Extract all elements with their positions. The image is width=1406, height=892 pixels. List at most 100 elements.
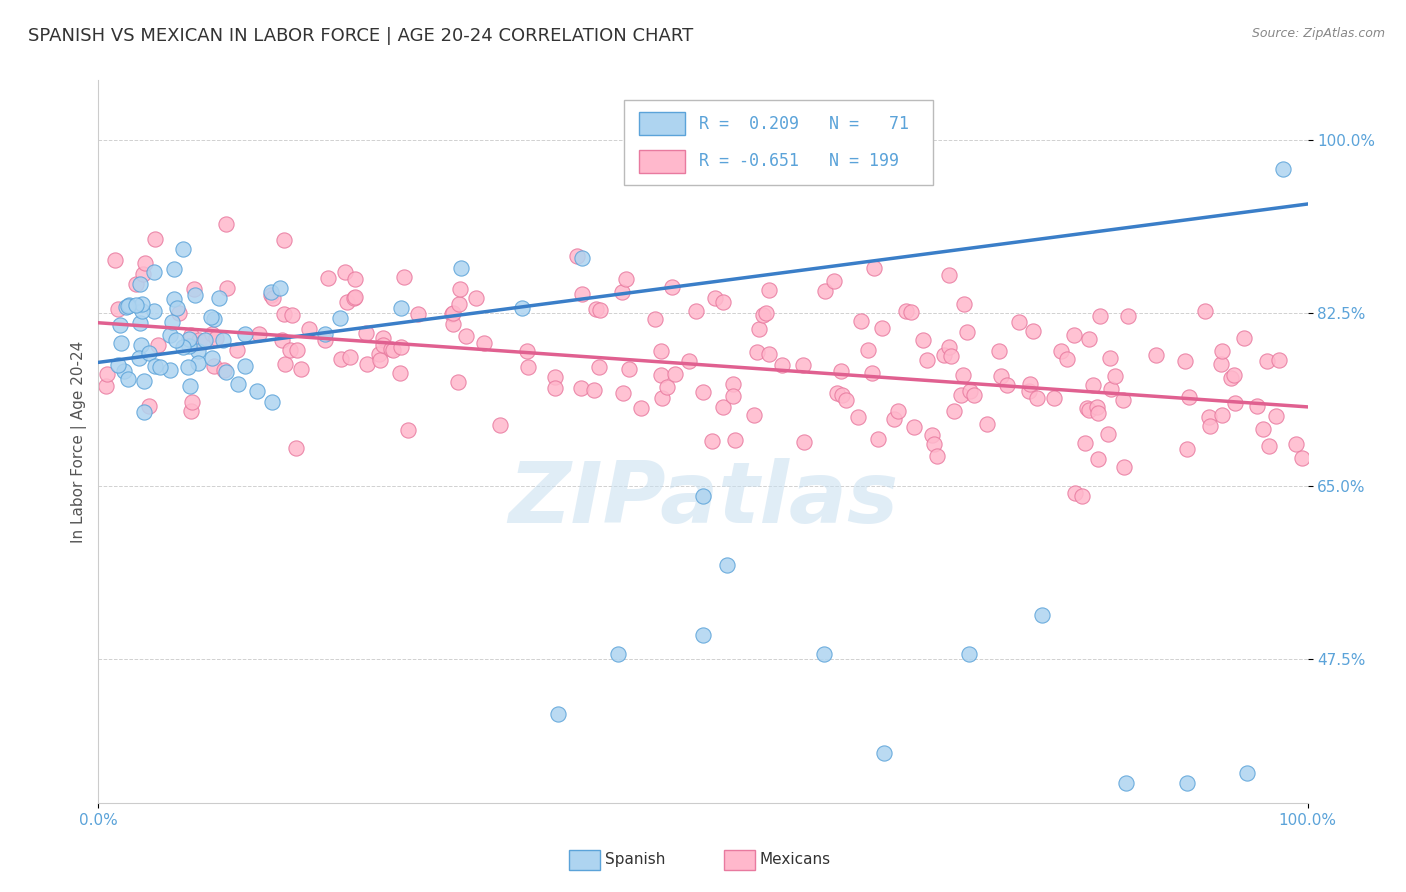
Point	[356, 357, 378, 371]
Point	[1285, 437, 1308, 451]
Point	[131, 296, 153, 310]
Point	[450, 261, 472, 276]
Point	[1233, 331, 1256, 345]
Point	[863, 261, 886, 276]
Text: Mexicans: Mexicans	[759, 853, 831, 867]
Point	[212, 333, 235, 347]
Point	[887, 404, 910, 418]
Point	[382, 343, 405, 357]
Point	[949, 388, 972, 402]
Point	[751, 308, 773, 322]
Point	[922, 436, 945, 450]
Point	[163, 262, 186, 277]
Point	[217, 281, 239, 295]
Point	[107, 358, 129, 372]
Point	[748, 322, 770, 336]
Point	[1018, 377, 1040, 392]
Point	[247, 327, 270, 342]
Point	[873, 747, 896, 761]
Point	[1077, 333, 1099, 347]
Point	[1194, 304, 1216, 318]
Point	[716, 558, 738, 573]
Point	[226, 377, 249, 392]
Point	[110, 336, 132, 351]
Point	[449, 282, 471, 296]
Point	[201, 351, 224, 366]
Point	[1098, 351, 1121, 365]
Point	[142, 303, 165, 318]
Point	[440, 307, 463, 321]
Point	[959, 384, 981, 398]
Point	[138, 400, 160, 414]
Point	[915, 353, 938, 368]
Point	[1056, 351, 1078, 366]
Point	[443, 305, 465, 319]
Point	[932, 348, 955, 362]
Point	[273, 308, 295, 322]
Point	[117, 372, 139, 386]
Point	[650, 343, 672, 358]
Point	[510, 301, 533, 315]
Text: SPANISH VS MEXICAN IN LABOR FORCE | AGE 20-24 CORRELATION CHART: SPANISH VS MEXICAN IN LABOR FORCE | AGE …	[28, 27, 693, 45]
Point	[938, 268, 960, 282]
Text: ZIPatlas: ZIPatlas	[508, 458, 898, 541]
Point	[134, 405, 156, 419]
Point	[1081, 377, 1104, 392]
Point	[131, 304, 153, 318]
Point	[1251, 422, 1274, 436]
Point	[285, 343, 308, 357]
Point	[700, 434, 723, 448]
Point	[1268, 352, 1291, 367]
Point	[96, 367, 118, 381]
Y-axis label: In Labor Force | Age 20-24: In Labor Force | Age 20-24	[72, 341, 87, 542]
Point	[447, 375, 470, 389]
Point	[329, 310, 352, 325]
Point	[380, 342, 402, 356]
Point	[145, 359, 167, 374]
Point	[814, 284, 837, 298]
Point	[1031, 607, 1053, 622]
Point	[1064, 486, 1087, 500]
Point	[159, 328, 181, 343]
Point	[724, 433, 747, 447]
Point	[588, 359, 610, 374]
Point	[202, 312, 225, 326]
Point	[269, 281, 291, 295]
Point	[441, 317, 464, 331]
Point	[938, 340, 960, 354]
Point	[1291, 451, 1313, 466]
Point	[583, 383, 606, 397]
Point	[125, 277, 148, 291]
Point	[650, 368, 672, 383]
Point	[1049, 344, 1071, 359]
Point	[356, 326, 378, 340]
Point	[547, 706, 569, 721]
Point	[389, 340, 412, 354]
Point	[927, 450, 949, 464]
Point	[900, 305, 922, 319]
Point	[813, 648, 835, 662]
Point	[128, 351, 150, 365]
Point	[212, 363, 235, 377]
Point	[792, 358, 814, 372]
Point	[770, 358, 793, 372]
Point	[1144, 348, 1167, 362]
Point	[187, 344, 209, 359]
Point	[298, 322, 321, 336]
Point	[870, 321, 893, 335]
Point	[612, 385, 634, 400]
Point	[942, 404, 965, 418]
Text: R =  0.209   N =   71: R = 0.209 N = 71	[699, 115, 910, 133]
Point	[179, 379, 201, 393]
Point	[1265, 409, 1288, 423]
Point	[181, 394, 204, 409]
Point	[371, 337, 394, 351]
Point	[1198, 409, 1220, 424]
Point	[343, 290, 366, 304]
Point	[177, 339, 200, 353]
Point	[758, 283, 780, 297]
Point	[957, 648, 980, 662]
Point	[125, 298, 148, 312]
Point	[134, 256, 156, 270]
Point	[260, 394, 283, 409]
